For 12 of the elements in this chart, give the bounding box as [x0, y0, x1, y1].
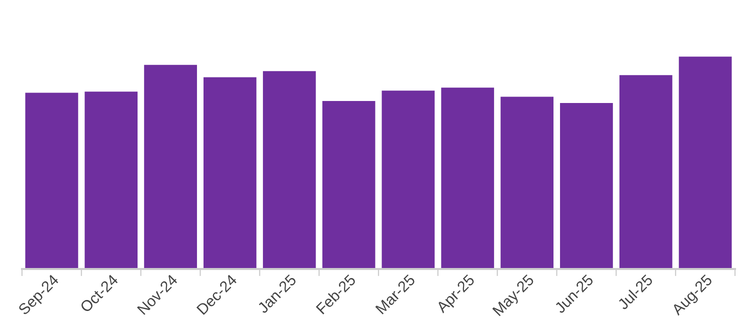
bar	[84, 92, 138, 269]
bar	[25, 92, 78, 269]
bar	[560, 102, 613, 269]
bar	[204, 77, 256, 269]
bar	[619, 75, 672, 269]
bar	[262, 71, 316, 269]
bar	[441, 88, 494, 269]
bar	[678, 56, 732, 269]
bar	[500, 96, 554, 269]
bar	[382, 90, 435, 269]
bar	[322, 101, 376, 269]
bar	[144, 64, 197, 269]
